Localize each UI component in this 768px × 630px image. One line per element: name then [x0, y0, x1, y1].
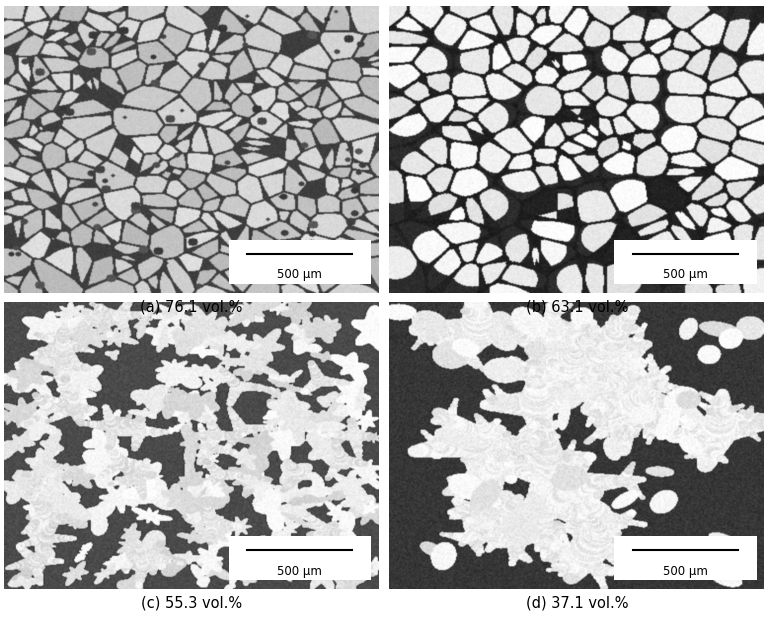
Text: (b) 63.1 vol.%: (b) 63.1 vol.%: [525, 300, 628, 315]
FancyBboxPatch shape: [614, 240, 756, 284]
Text: (d) 37.1 vol.%: (d) 37.1 vol.%: [525, 596, 628, 611]
Text: 500 μm: 500 μm: [277, 564, 323, 578]
FancyBboxPatch shape: [614, 536, 756, 580]
Text: 500 μm: 500 μm: [663, 564, 708, 578]
Text: 500 μm: 500 μm: [277, 268, 323, 282]
Text: (c) 55.3 vol.%: (c) 55.3 vol.%: [141, 596, 242, 611]
FancyBboxPatch shape: [229, 536, 371, 580]
Text: 500 μm: 500 μm: [663, 268, 708, 282]
Text: (a) 76.1 vol.%: (a) 76.1 vol.%: [140, 300, 243, 315]
FancyBboxPatch shape: [229, 240, 371, 284]
